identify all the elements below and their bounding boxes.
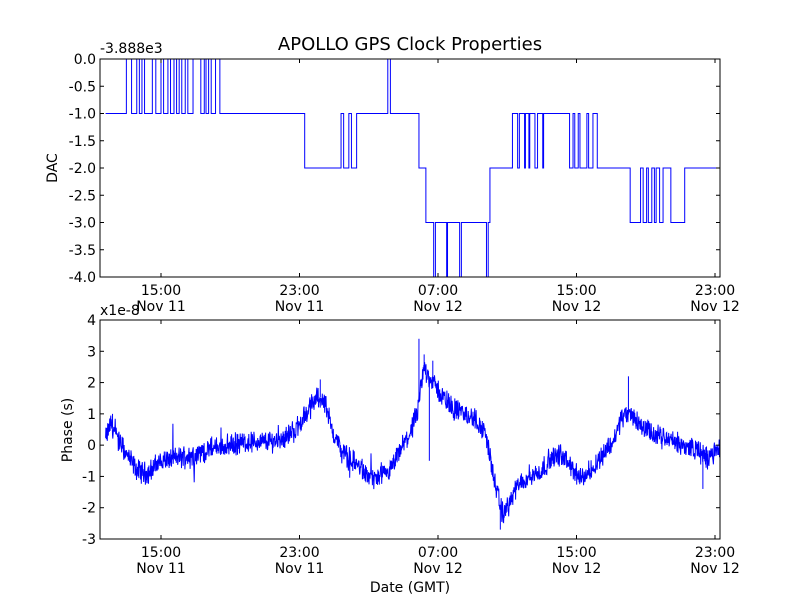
dac-ticks: 0.0 -0.5 -1.0 -1.5 -2.0 -2.5 -3.0 -3.5 -4.0 15:00… [69,52,740,315]
xtick-date-label: Nov 12 [552,299,602,315]
xtick-date-label: Nov 12 [690,299,740,315]
dac-ylabel: DAC [45,153,61,183]
ytick-label: -2 [82,501,96,517]
ytick-label: -3.0 [69,216,96,232]
ytick-label: -3 [82,532,96,548]
dac-series-line [105,59,720,277]
ytick-label: -3.5 [69,243,96,259]
xtick-time-label: 07:00 [418,545,458,561]
phase-ylabel: Phase (s) [60,398,76,462]
chart-title: APOLLO GPS Clock Properties [278,34,542,55]
ytick-label: -1.0 [69,107,96,123]
ytick-label: 2 [87,376,96,392]
ytick-label: -4.0 [69,270,96,286]
xtick-date-label: Nov 11 [275,561,325,577]
xtick-time-label: 23:00 [695,545,735,561]
ytick-label: 0 [87,438,96,454]
xtick-date-label: Nov 12 [413,561,463,577]
ytick-label: -1.5 [69,134,96,150]
ytick-label: -2.5 [69,188,96,204]
xtick-time-label: 15:00 [556,283,596,299]
xtick-time-label: 07:00 [418,283,458,299]
ytick-label: -2.0 [69,161,96,177]
xtick-date-label: Nov 11 [136,299,186,315]
phase-xlabel: Date (GMT) [370,580,450,596]
phase-panel: x1e-8 Phase (s) Date (GMT) 4 3 2 1 0 -1 -2 -3 15… [60,303,740,596]
xtick-time-label: 15:00 [141,283,181,299]
xtick-date-label: Nov 12 [690,561,740,577]
ytick-label: 0.0 [74,52,96,68]
ytick-label: 4 [87,313,96,329]
ytick-label: 3 [87,344,96,360]
plot-frame [99,319,721,540]
xtick-time-label: 23:00 [279,283,319,299]
ytick-label: 1 [87,407,96,423]
xtick-date-label: Nov 11 [275,299,325,315]
xtick-date-label: Nov 12 [413,299,463,315]
dac-panel: -3.888e3 DAC 0.0 -0.5 -1.0 -1.5 -2.0 -2.5 -3.0… [45,41,740,315]
phase-series-line [105,362,720,524]
ytick-label: -1 [82,469,96,485]
phase-plot-area [99,319,721,540]
xtick-time-label: 23:00 [695,283,735,299]
ytick-label: -0.5 [69,79,96,95]
xtick-time-label: 15:00 [556,545,596,561]
dac-plot-area [99,58,721,278]
xtick-date-label: Nov 11 [136,561,186,577]
xtick-date-label: Nov 12 [552,561,602,577]
xtick-time-label: 15:00 [141,545,181,561]
dac-offset-label: -3.888e3 [100,41,163,57]
phase-offset-label: x1e-8 [100,303,140,319]
xtick-time-label: 23:00 [279,545,319,561]
